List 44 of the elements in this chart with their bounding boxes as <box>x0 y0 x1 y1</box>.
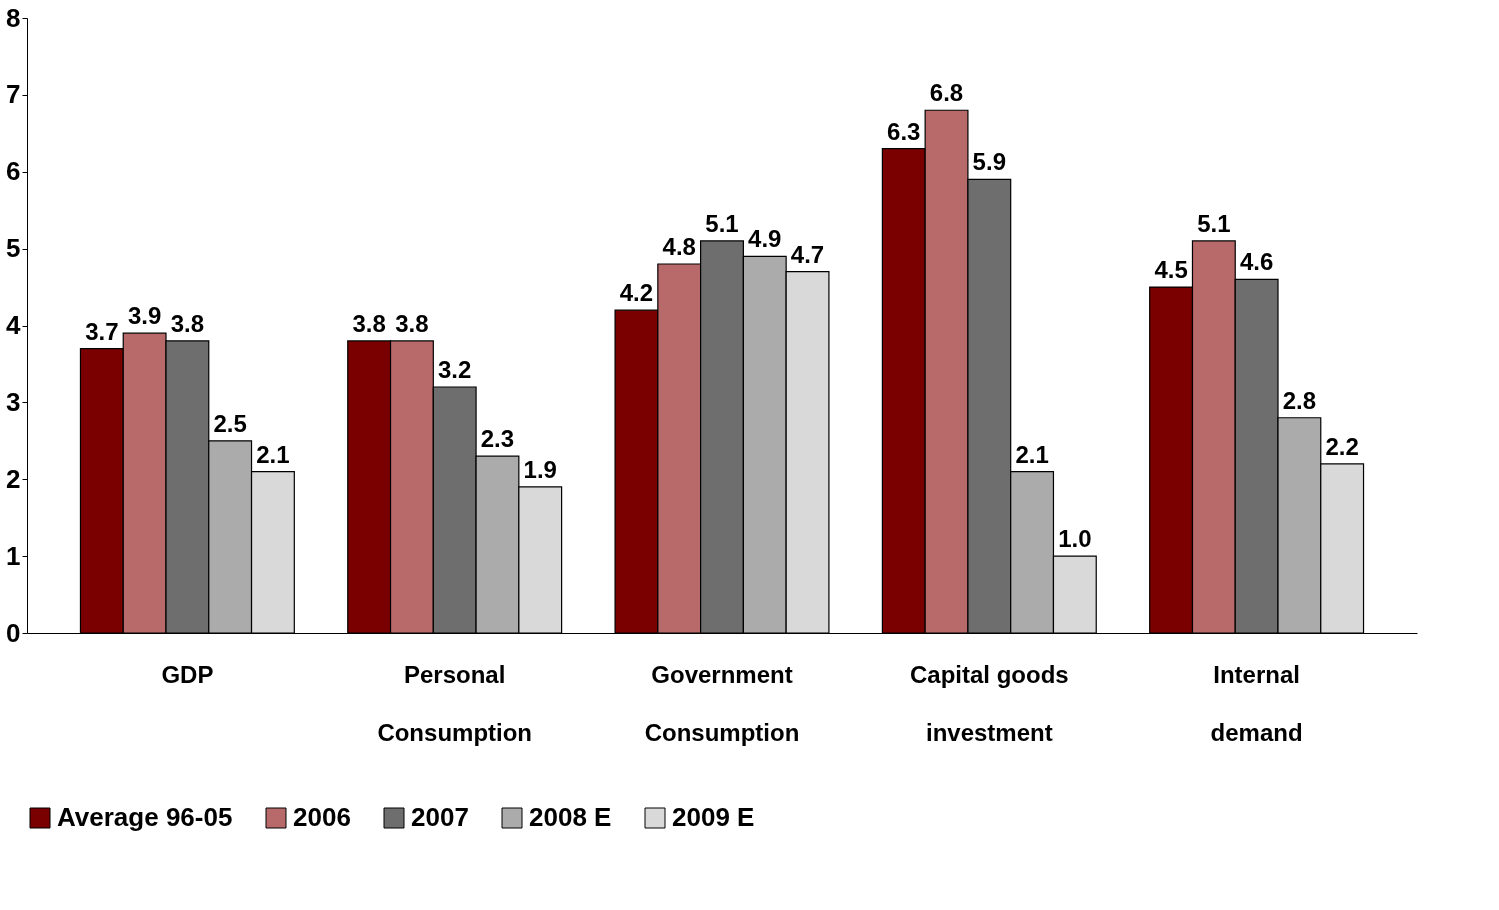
data-label: 4.6 <box>1239 248 1274 276</box>
data-label: 5.1 <box>705 209 739 237</box>
y-tick-label: 8 <box>6 2 21 33</box>
data-label: 3.8 <box>395 309 429 337</box>
data-label: 4.9 <box>748 225 782 253</box>
y-tick-label: 4 <box>6 310 22 340</box>
data-label: 6.8 <box>929 79 964 107</box>
data-label: 3.7 <box>85 317 119 345</box>
data-label: 4.7 <box>790 240 825 268</box>
category-label: Personal Consumption <box>377 660 533 746</box>
data-label: 1.0 <box>1058 525 1092 553</box>
legend-label: 2008 E <box>529 802 612 832</box>
data-label: 3.8 <box>170 309 205 337</box>
data-label: 3.2 <box>438 356 472 383</box>
data-label: 1.9 <box>523 455 557 483</box>
x-tick-label: GDP <box>161 660 214 688</box>
data-label: 2.3 <box>480 425 515 453</box>
data-label: 2.5 <box>213 409 247 437</box>
data-label: 6.3 <box>887 117 921 145</box>
data-label: 2.2 <box>1325 432 1359 460</box>
category-label: Internal demand <box>1210 660 1303 746</box>
y-tick-label: 5 <box>6 233 21 264</box>
data-label: 5.1 <box>1197 209 1231 237</box>
data-label: 2.1 <box>1015 440 1049 468</box>
category-label: Capital goods investment <box>909 660 1069 746</box>
data-label: 4.8 <box>662 233 696 260</box>
data-label: 3.8 <box>352 309 386 337</box>
data-label: 2.8 <box>1282 386 1317 414</box>
y-tick-label: 1 <box>6 540 21 571</box>
y-tick-label: 6 <box>6 156 21 187</box>
data-label: 2.1 <box>256 440 290 468</box>
data-label: 3.9 <box>127 302 162 330</box>
y-tick-label: 7 <box>6 79 21 110</box>
y-tick-label: 2 <box>6 463 21 494</box>
legend-label: 2006 <box>293 802 351 832</box>
data-label: 5.9 <box>972 148 1006 176</box>
data-label: 4.5 <box>1154 256 1188 284</box>
legend-label: 2009 E <box>672 802 755 832</box>
data-label: 4.2 <box>619 279 654 307</box>
legend-label: Average 96-05 <box>57 802 233 832</box>
legend-label: 2007 <box>411 802 469 832</box>
y-tick-label: 3 <box>6 386 21 417</box>
category-label: Government Consumption <box>644 660 800 746</box>
y-tick-label: 0 <box>6 617 21 648</box>
